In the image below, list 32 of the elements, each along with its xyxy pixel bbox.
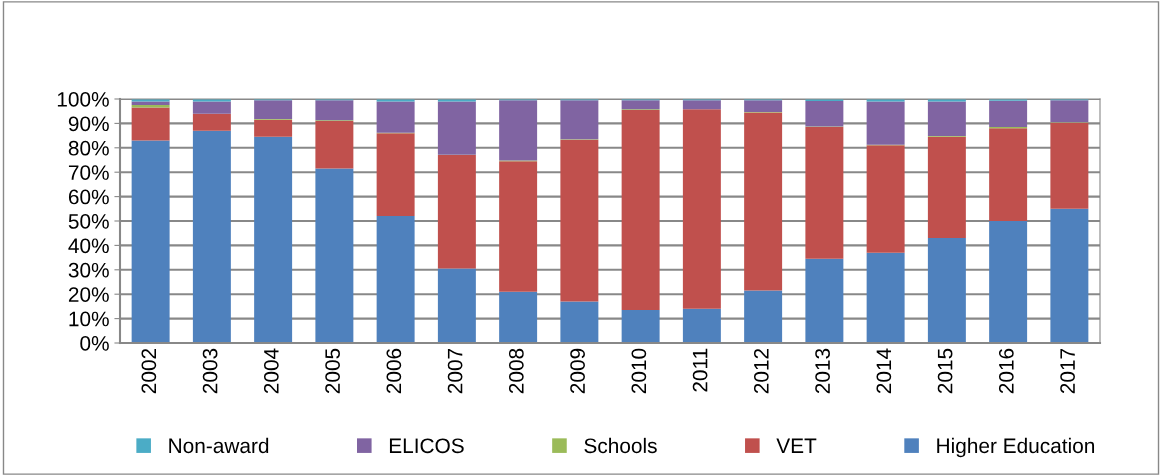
x-tick-label: 2003 <box>202 348 218 394</box>
x-tick-label: 2009 <box>570 348 585 394</box>
x-tick-label: 2017 <box>1060 348 1075 394</box>
y-tick-label: 20% <box>68 287 109 302</box>
x-tick-label: 2014 <box>876 348 892 394</box>
y-tick-label: 80% <box>68 140 109 156</box>
x-tick-label: 2006 <box>386 348 402 394</box>
legend-label: ELICOS <box>389 438 464 454</box>
legend-label: Higher Education <box>937 437 1095 458</box>
x-tick-label: 2016 <box>998 348 1014 394</box>
x-tick-label: 2005 <box>325 348 340 394</box>
x-tick-label: 2011 <box>692 348 708 392</box>
y-tick-label: 70% <box>68 165 109 180</box>
legend-label: Non-award <box>169 437 269 454</box>
x-tick-label: 2008 <box>508 348 524 394</box>
legend-label: Schools <box>584 437 657 454</box>
y-tick-label: 50% <box>68 214 109 229</box>
x-tick-label: 2004 <box>263 348 279 394</box>
x-tick-label: 2010 <box>631 348 647 394</box>
x-tick-label: 2007 <box>447 348 463 394</box>
x-tick-label: 2013 <box>815 348 830 394</box>
y-tick-label: 100% <box>57 92 109 107</box>
x-tick-label: 2012 <box>753 348 769 394</box>
y-tick-label: 40% <box>68 238 109 254</box>
x-tick-label: 2015 <box>937 348 953 394</box>
y-tick-label: 0% <box>80 336 109 351</box>
y-tick-label: 90% <box>68 116 109 132</box>
legend-label: VET <box>776 438 817 453</box>
y-tick-label: 30% <box>68 262 109 278</box>
y-tick-label: 60% <box>68 189 109 205</box>
y-tick-label: 10% <box>69 311 109 327</box>
x-tick-label: 2002 <box>141 348 157 394</box>
